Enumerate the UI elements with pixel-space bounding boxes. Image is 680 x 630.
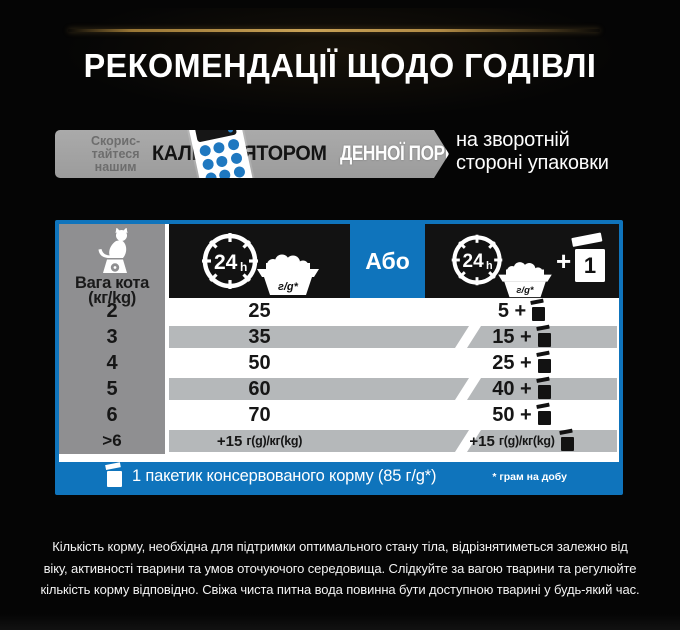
use-our-text: Скорис- тайтеся нашим xyxy=(91,133,141,174)
or-header-cell: Або xyxy=(350,224,425,298)
weight-column-header: Вага кота (кг/kg) xyxy=(59,228,165,306)
mixed-amount: 40 + xyxy=(425,376,619,402)
grams-per-day-note: * грам на добу xyxy=(492,471,567,483)
weight-value: >6 xyxy=(102,431,122,450)
wet-food-note: 1 пакетик консервованого корму (85 г/g*) xyxy=(132,467,437,485)
food-bowl-icon: г/g* xyxy=(498,262,552,298)
clock-24h-icon: 24 h xyxy=(202,233,258,289)
table-row: 4 50 25 + xyxy=(59,350,619,376)
wet-food-note-strip: 1 пакетик консервованого корму (85 г/g*)… xyxy=(59,462,619,491)
clock-24h-icon: 24 h xyxy=(451,234,503,286)
dry-food-header-cell: 24 h г/g* xyxy=(169,224,350,298)
pouch-icon xyxy=(535,324,552,347)
weight-value: 2 xyxy=(106,299,118,322)
table-row: 3 35 15 + xyxy=(59,324,619,350)
dry-amount: +15 г(g)/кг(kg) xyxy=(216,432,303,450)
pouch-icon xyxy=(535,402,552,425)
mixed-feeding-header-cell: 24 h г/g* + 1 xyxy=(425,224,619,298)
table-row: >6 +15 г(g)/кг(kg) +15 г(g)/кг(kg) xyxy=(59,428,619,454)
svg-text:24: 24 xyxy=(214,251,238,274)
cat-on-scale-icon xyxy=(98,228,128,273)
svg-text:24: 24 xyxy=(463,251,485,272)
dry-amount: 25 xyxy=(248,299,271,322)
svg-text:h: h xyxy=(486,260,493,272)
pouch-icon xyxy=(558,428,575,451)
svg-text:h: h xyxy=(240,260,247,274)
mixed-amount: +15 г(g)/кг(kg) xyxy=(425,428,619,454)
dry-amount: 50 xyxy=(248,351,271,374)
mixed-amount: 50 + xyxy=(425,402,619,428)
table-row: 2 25 5 + xyxy=(59,298,619,324)
mixed-amount: 15 + xyxy=(425,324,619,350)
weight-value: 6 xyxy=(106,403,118,426)
back-of-pack-note: на зворотній стороні упаковки xyxy=(456,129,609,174)
table-row: 5 60 40 + xyxy=(59,376,619,402)
food-bowl-icon: г/g* xyxy=(257,254,319,295)
mixed-amount: 25 + xyxy=(425,350,619,376)
weight-value: 5 xyxy=(106,377,118,400)
svg-text:г/g*: г/g* xyxy=(516,285,535,296)
page-title: РЕКОМЕНДАЦІЇ ЩОДО ГОДІВЛІ xyxy=(83,47,597,84)
calculator-icon xyxy=(188,113,254,196)
feeding-table: 24 h г/g* Або xyxy=(55,220,623,495)
wet-food-pouch-icon: 1 xyxy=(571,232,606,282)
calculator-banner: Скорис- тайтеся нашим КАЛЬКУЛЯТОРОМ ДЕНН… xyxy=(55,130,449,178)
pouch-icon xyxy=(535,376,552,399)
svg-text:г/g*: г/g* xyxy=(278,281,299,293)
feeding-disclaimer: Кількість корму, необхідна для підтримки… xyxy=(40,539,640,597)
pouch-icon xyxy=(105,462,123,488)
weight-value: 4 xyxy=(106,351,118,374)
dry-amount: 60 xyxy=(248,377,271,400)
calculator-keys xyxy=(199,138,246,184)
mixed-amount: 5 + xyxy=(425,298,619,324)
gold-divider-line xyxy=(68,29,600,32)
daily-portion-label: ДЕННОЇ ПОРЦІЇ xyxy=(340,142,466,165)
table-row: 6 70 50 + xyxy=(59,402,619,428)
dry-amount: 35 xyxy=(248,325,271,348)
pouch-icon xyxy=(530,298,546,321)
bottom-shade xyxy=(0,614,680,630)
plus-sign: + xyxy=(556,246,572,276)
pouch-icon xyxy=(535,350,552,373)
top-glow-panel xyxy=(60,8,620,118)
dry-amount: 70 xyxy=(248,403,271,426)
weight-value: 3 xyxy=(106,325,118,348)
